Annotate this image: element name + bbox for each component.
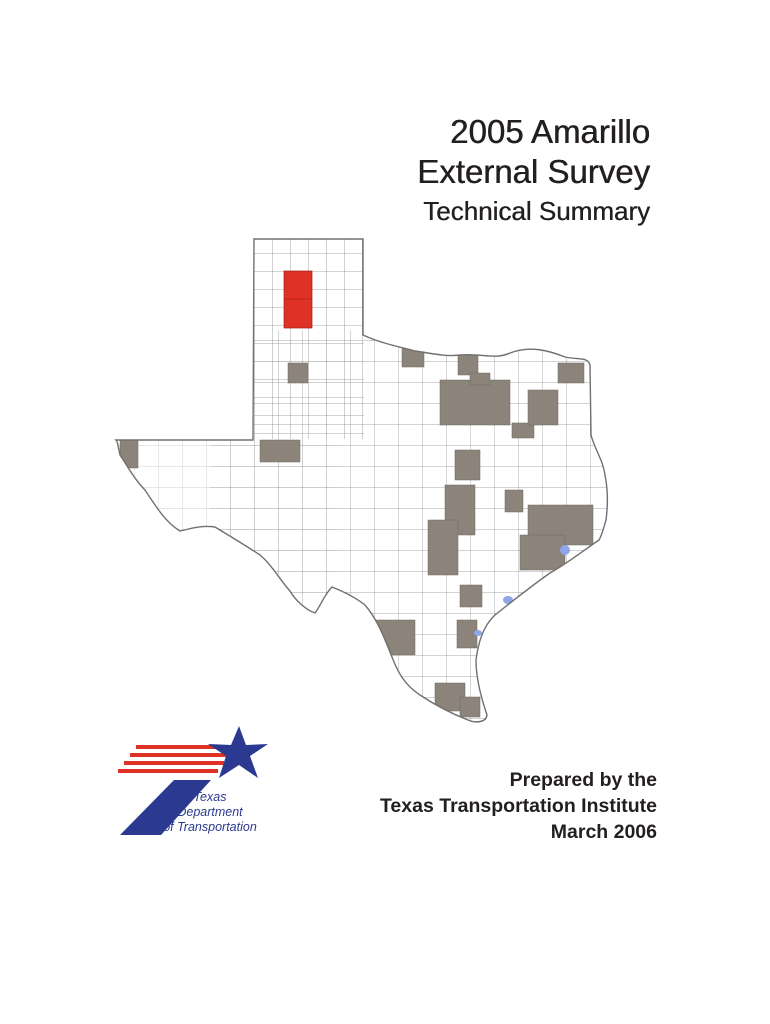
- texas-map-graphic: [115, 238, 609, 723]
- logo-text-line1: Texas: [193, 790, 227, 804]
- txdot-logo: Texas Department of Transportation: [116, 722, 276, 840]
- texas-county-map: [110, 235, 622, 727]
- title-block: 2005 Amarillo External Survey Technical …: [417, 112, 650, 230]
- prepared-by-line: Prepared by the: [509, 769, 657, 791]
- report-title-line2: External Survey: [417, 153, 650, 190]
- prepared-by-block: Prepared by the Texas Transportation Ins…: [380, 767, 657, 845]
- report-title-line1: 2005 Amarillo: [450, 113, 650, 150]
- txdot-logo-text: Texas Department of Transportation: [150, 790, 270, 835]
- txdot-logo-graphic: [118, 726, 268, 835]
- amarillo-survey-counties: [283, 270, 313, 329]
- institute-name: Texas Transportation Institute: [379, 795, 657, 817]
- report-subtitle: Technical Summary: [423, 196, 650, 226]
- logo-text-line3: of Transportation: [163, 820, 257, 834]
- publication-date: March 2006: [550, 821, 657, 843]
- logo-text-line2: Department: [177, 805, 243, 819]
